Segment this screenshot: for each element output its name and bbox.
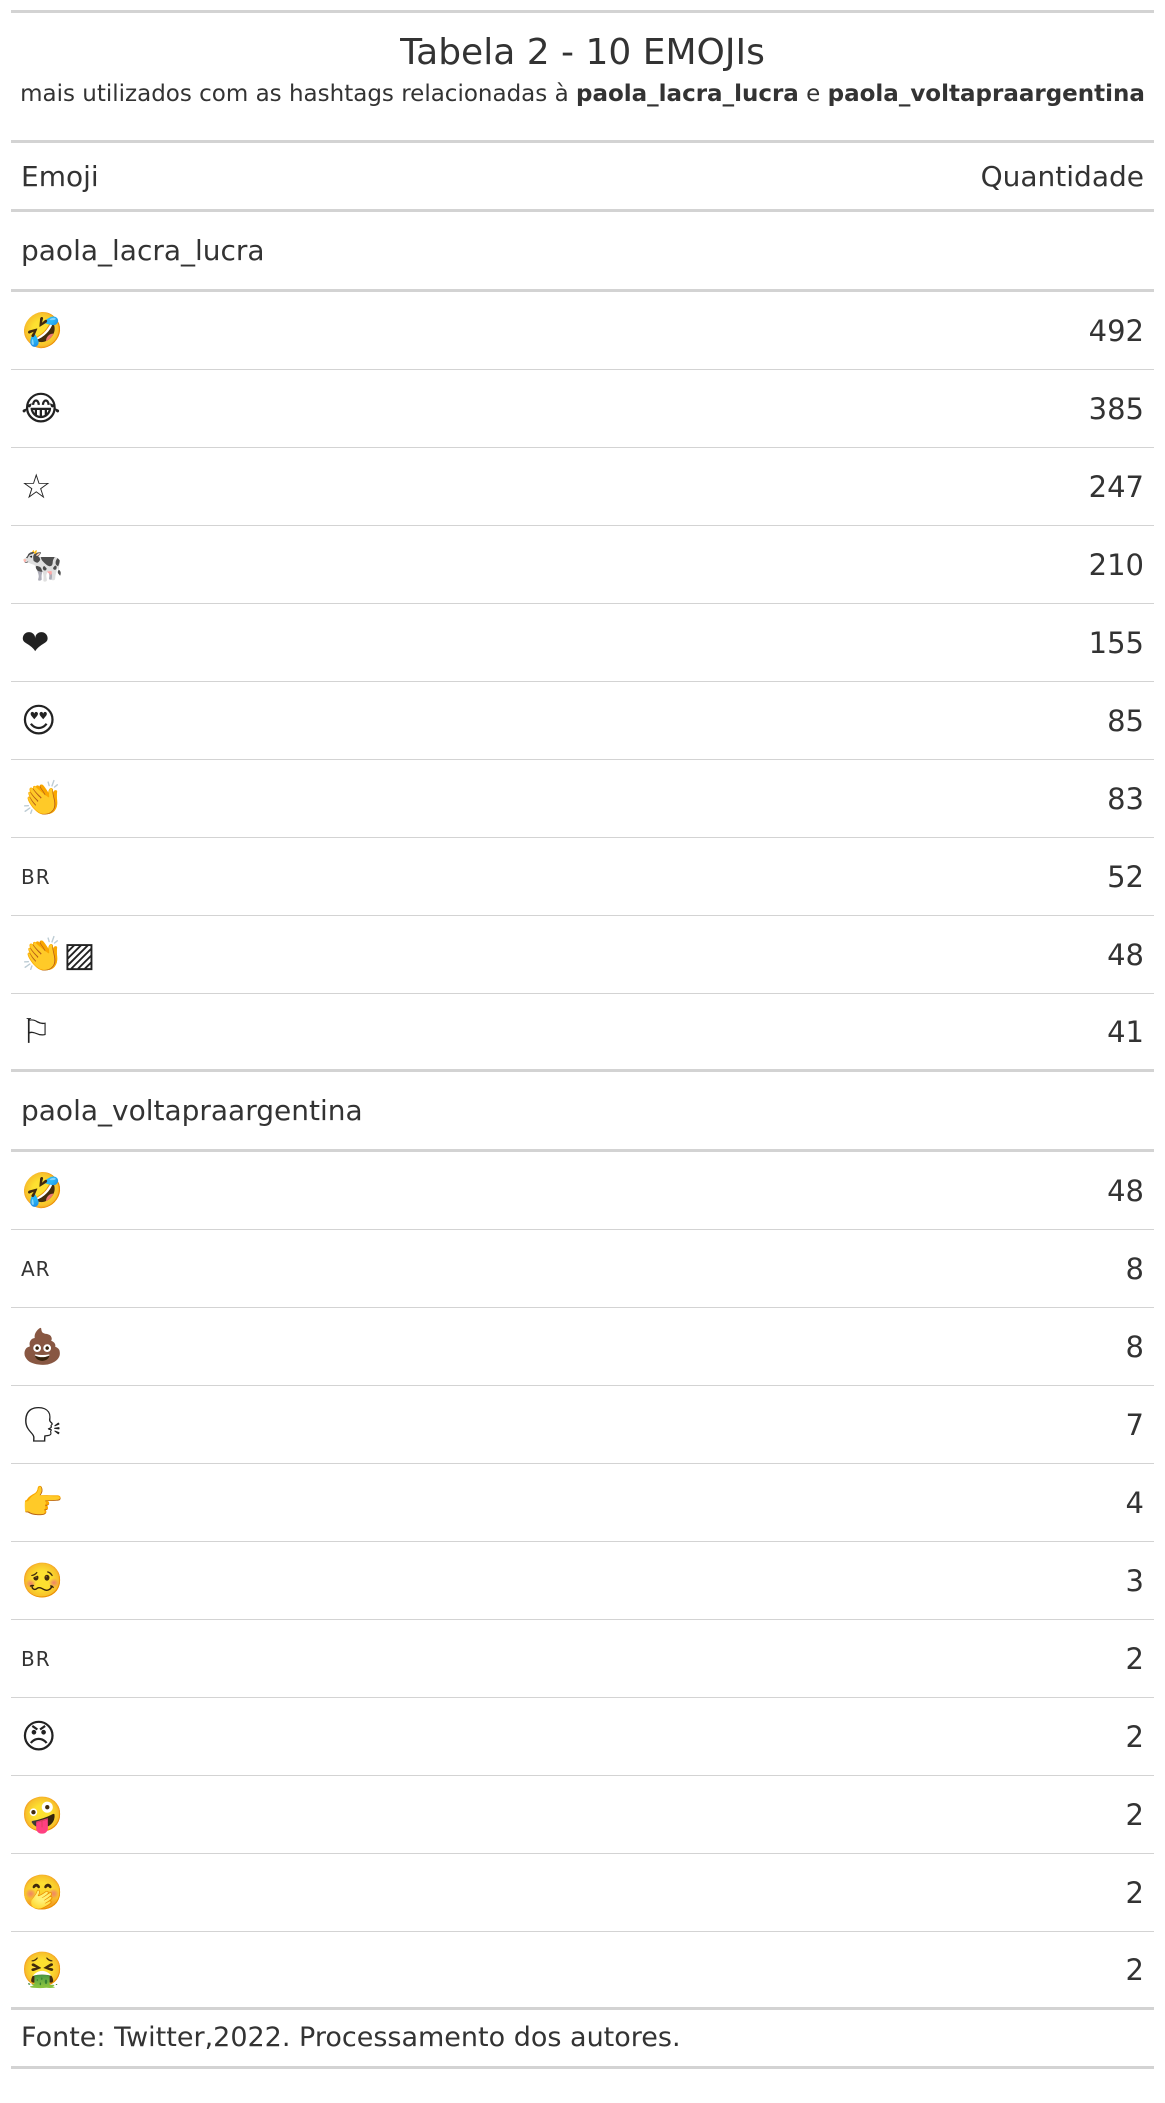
quantity-cell: 83: [1107, 781, 1144, 816]
subtitle-prefix: mais utilizados com as hashtags relacion…: [20, 81, 576, 107]
table-subtitle: mais utilizados com as hashtags relacion…: [11, 79, 1154, 143]
quantity-cell: 210: [1088, 547, 1144, 582]
table-row: 👏▨ 48: [11, 916, 1154, 994]
rofl-face-icon: 🤣: [21, 310, 64, 351]
table-row: ⚐ 41: [11, 994, 1154, 1072]
white-flag-icon: ⚐: [21, 1011, 52, 1052]
table-row: 🤪 2: [11, 1776, 1154, 1854]
quantity-cell: 7: [1125, 1407, 1144, 1442]
quantity-cell: 492: [1088, 313, 1144, 348]
zany-face-icon: 🤪: [21, 1794, 64, 1835]
table-row: ❤ 155: [11, 604, 1154, 682]
woozy-face-icon: 🥴: [21, 1560, 64, 1601]
table-row: ☆ 247: [11, 448, 1154, 526]
quantity-cell: 2: [1125, 1797, 1144, 1832]
emoji-table: Tabela 2 - 10 EMOJIs mais utilizados com…: [11, 10, 1154, 2069]
vomiting-face-icon: 🤮: [21, 1949, 64, 1990]
table-body: paola_lacra_lucra 🤣 492 😂 385 ☆ 247 🐄 210 ❤ 155 😍 85…: [11, 212, 1154, 2010]
flag-br-icon: BR: [21, 864, 51, 889]
subtitle-tag-2: paola_voltapraargentina: [827, 81, 1145, 107]
table-row: 💩 8: [11, 1308, 1154, 1386]
speaking-head-icon: 🗣: [21, 1404, 65, 1445]
table-row: BR 2: [11, 1620, 1154, 1698]
table-row: 🤮 2: [11, 1932, 1154, 2010]
group-label: paola_lacra_lucra: [21, 234, 265, 267]
table-title: Tabela 2 - 10 EMOJIs: [400, 32, 765, 73]
tears-of-joy-icon: 😂: [21, 388, 61, 429]
pointing-right-icon: 👉: [21, 1482, 64, 1523]
quantity-cell: 2: [1125, 1641, 1144, 1676]
table-row: 🤣 48: [11, 1152, 1154, 1230]
group-label: paola_voltapraargentina: [21, 1094, 363, 1127]
star-icon: ☆: [21, 466, 52, 507]
table-row: 🤭 2: [11, 1854, 1154, 1932]
column-header-emoji: Emoji: [21, 159, 99, 193]
table-row: 🗣 7: [11, 1386, 1154, 1464]
rofl-face-icon: 🤣: [21, 1170, 64, 1211]
table-row: 😠 2: [11, 1698, 1154, 1776]
quantity-cell: 85: [1107, 703, 1144, 738]
hand-over-mouth-icon: 🤭: [21, 1872, 64, 1913]
quantity-cell: 385: [1088, 391, 1144, 426]
quantity-cell: 3: [1125, 1563, 1144, 1598]
pile-of-poo-icon: 💩: [21, 1326, 64, 1367]
quantity-cell: 155: [1088, 625, 1144, 660]
heart-icon: ❤: [21, 622, 50, 663]
subtitle-connector: e: [798, 81, 828, 107]
quantity-cell: 2: [1125, 1875, 1144, 1910]
quantity-cell: 52: [1107, 859, 1144, 894]
flag-ar-icon: AR: [21, 1256, 51, 1281]
group-header: paola_voltapraargentina: [11, 1072, 1154, 1152]
quantity-cell: 4: [1125, 1485, 1144, 1520]
quantity-cell: 247: [1088, 469, 1144, 504]
table-row: 🐄 210: [11, 526, 1154, 604]
table-row: 👏 83: [11, 760, 1154, 838]
table-row: 🥴 3: [11, 1542, 1154, 1620]
column-header-row: Emoji Quantidade: [11, 143, 1154, 212]
quantity-cell: 8: [1125, 1329, 1144, 1364]
quantity-cell: 2: [1125, 1719, 1144, 1754]
quantity-cell: 8: [1125, 1251, 1144, 1286]
table-row: BR 52: [11, 838, 1154, 916]
angry-face-icon: 😠: [21, 1716, 57, 1757]
table-row: AR 8: [11, 1230, 1154, 1308]
quantity-cell: 48: [1107, 1173, 1144, 1208]
subtitle-tag-1: paola_lacra_lucra: [575, 81, 799, 107]
heart-eyes-icon: 😍: [21, 700, 57, 741]
quantity-cell: 41: [1107, 1014, 1144, 1049]
quantity-cell: 2: [1125, 1952, 1144, 1987]
table-row: 😂 385: [11, 370, 1154, 448]
table-row: 👉 4: [11, 1464, 1154, 1542]
column-header-quantity: Quantidade: [980, 159, 1144, 193]
table-row: 🤣 492: [11, 292, 1154, 370]
quantity-cell: 48: [1107, 937, 1144, 972]
table-footnote: Fonte: Twitter,2022. Processamento dos a…: [11, 2010, 1154, 2069]
table-row: 😍 85: [11, 682, 1154, 760]
clapping-hands-skin-tone-icon: 👏▨: [21, 934, 96, 975]
top-rule: [11, 10, 1154, 13]
cow-icon: 🐄: [21, 544, 64, 585]
group-header: paola_lacra_lucra: [11, 212, 1154, 292]
flag-br-icon: BR: [21, 1646, 51, 1671]
clapping-hands-icon: 👏: [21, 778, 64, 819]
